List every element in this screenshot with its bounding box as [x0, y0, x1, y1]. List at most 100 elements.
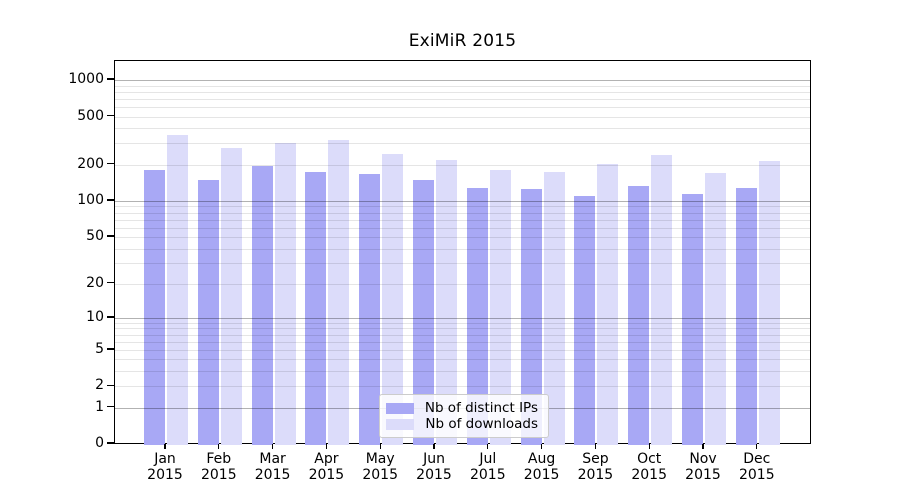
bar-dec-downloads	[758, 161, 780, 445]
x-label-year: 2015	[685, 467, 721, 483]
x-tick-jan	[164, 444, 166, 449]
y-tick-label-1: 1	[95, 398, 104, 415]
gridline-60	[115, 227, 810, 229]
x-tick-label-jun: Jun 2015	[402, 451, 466, 483]
legend-item-distinct-ips: Nb of distinct IPs	[386, 400, 538, 416]
bar-jun-downloads	[436, 159, 457, 445]
x-label-month: Mar	[259, 451, 286, 467]
bar-jul-ips	[466, 188, 488, 445]
x-tick-aug	[540, 444, 543, 449]
gridline-70	[115, 219, 810, 221]
y-tick-500	[107, 114, 114, 117]
gridline-100	[115, 200, 810, 202]
y-tick-2	[107, 384, 114, 387]
gridline-90	[115, 206, 810, 208]
x-tick-label-nov: Nov 2015	[671, 451, 735, 483]
gridline-20	[115, 283, 810, 285]
x-tick-mar	[271, 444, 274, 449]
bar-oct-downloads	[651, 154, 673, 445]
y-tick-1	[107, 406, 114, 408]
x-tick-nov	[702, 444, 704, 449]
gridline-50	[115, 237, 810, 238]
y-tick-10	[107, 316, 114, 318]
y-tick-label-500: 500	[77, 107, 104, 124]
bar-nov-downloads	[705, 172, 726, 445]
gridline-600	[115, 106, 810, 108]
gridline-7	[115, 334, 810, 336]
x-label-month: Feb	[206, 451, 232, 467]
legend-label-downloads: Nb of downloads	[425, 416, 538, 432]
gridline-500	[115, 116, 810, 118]
gridline-6	[115, 341, 810, 343]
x-tick-oct	[648, 444, 650, 449]
x-label-month: Sep	[582, 451, 609, 467]
x-tick-label-mar: Mar 2015	[241, 451, 305, 483]
x-tick-sep	[594, 444, 597, 449]
x-tick-label-aug: Aug 2015	[510, 451, 574, 483]
gridline-2	[115, 386, 810, 388]
x-label-year: 2015	[523, 467, 560, 483]
gridline-700	[115, 98, 810, 100]
y-tick-label-50: 50	[86, 228, 104, 244]
bar-sep-downloads	[597, 163, 619, 445]
gridline-4	[115, 359, 810, 361]
legend-swatch-distinct-ips	[386, 402, 414, 414]
y-tick-label-2: 2	[95, 377, 104, 394]
plot-area	[114, 60, 811, 445]
x-label-year: 2015	[308, 467, 345, 483]
x-label-month: Apr	[314, 451, 339, 467]
x-label-year: 2015	[469, 467, 506, 483]
y-tick-label-10: 10	[86, 308, 104, 325]
y-tick-0	[107, 442, 114, 444]
x-tick-apr	[325, 444, 328, 449]
bar-nov-ips	[682, 194, 703, 445]
bar-may-ips	[359, 174, 381, 445]
x-tick-label-feb: Feb 2015	[187, 451, 251, 483]
x-label-month: Nov	[689, 451, 717, 467]
gridline-30	[115, 263, 810, 265]
x-label-month: Oct	[637, 451, 662, 467]
gridline-8	[115, 328, 810, 330]
x-label-year: 2015	[362, 467, 398, 483]
bar-mar-downloads	[274, 143, 296, 445]
x-label-month: May	[365, 451, 395, 467]
bar-dec-ips	[735, 188, 757, 445]
bar-jul-downloads	[489, 169, 511, 445]
y-tick-5	[107, 348, 114, 350]
y-tick-label-1000: 1000	[68, 71, 104, 88]
x-tick-label-apr: Apr 2015	[294, 451, 358, 483]
x-tick-label-oct: Oct 2015	[617, 451, 681, 483]
bar-feb-ips	[197, 179, 219, 445]
gridline-40	[115, 248, 810, 250]
gridline-800	[115, 91, 810, 93]
bar-jan-ips	[144, 170, 165, 445]
x-tick-label-jan: Jan 2015	[133, 451, 197, 483]
legend-item-downloads: Nb of downloads	[386, 416, 538, 432]
x-label-month: Jun	[423, 451, 445, 467]
x-label-month: Jul	[479, 451, 497, 467]
gridline-300	[115, 143, 810, 145]
legend-swatch-downloads	[386, 418, 414, 430]
y-tick-50	[107, 235, 114, 237]
y-tick-label-20: 20	[86, 274, 104, 291]
x-tick-label-jul: Jul 2015	[456, 451, 520, 483]
bar-apr-downloads	[328, 140, 350, 445]
gridline-200	[115, 164, 810, 166]
x-label-year: 2015	[577, 467, 614, 483]
x-label-month: Dec	[743, 451, 771, 467]
x-label-month: Aug	[527, 451, 556, 467]
gridline-400	[115, 128, 810, 130]
x-tick-may	[379, 444, 381, 449]
y-tick-label-200: 200	[77, 155, 104, 172]
gridline-3	[115, 371, 810, 373]
gridline-80	[115, 212, 810, 214]
bar-feb-downloads	[220, 147, 242, 445]
x-tick-label-sep: Sep 2015	[563, 451, 627, 483]
y-tick-1000	[107, 78, 114, 80]
bar-aug-downloads	[543, 171, 565, 445]
legend: Nb of distinct IPs Nb of downloads	[379, 394, 549, 438]
x-tick-feb	[218, 444, 220, 449]
x-label-year: 2015	[416, 467, 452, 483]
bar-sep-ips	[574, 195, 596, 445]
x-tick-jul	[487, 444, 489, 449]
